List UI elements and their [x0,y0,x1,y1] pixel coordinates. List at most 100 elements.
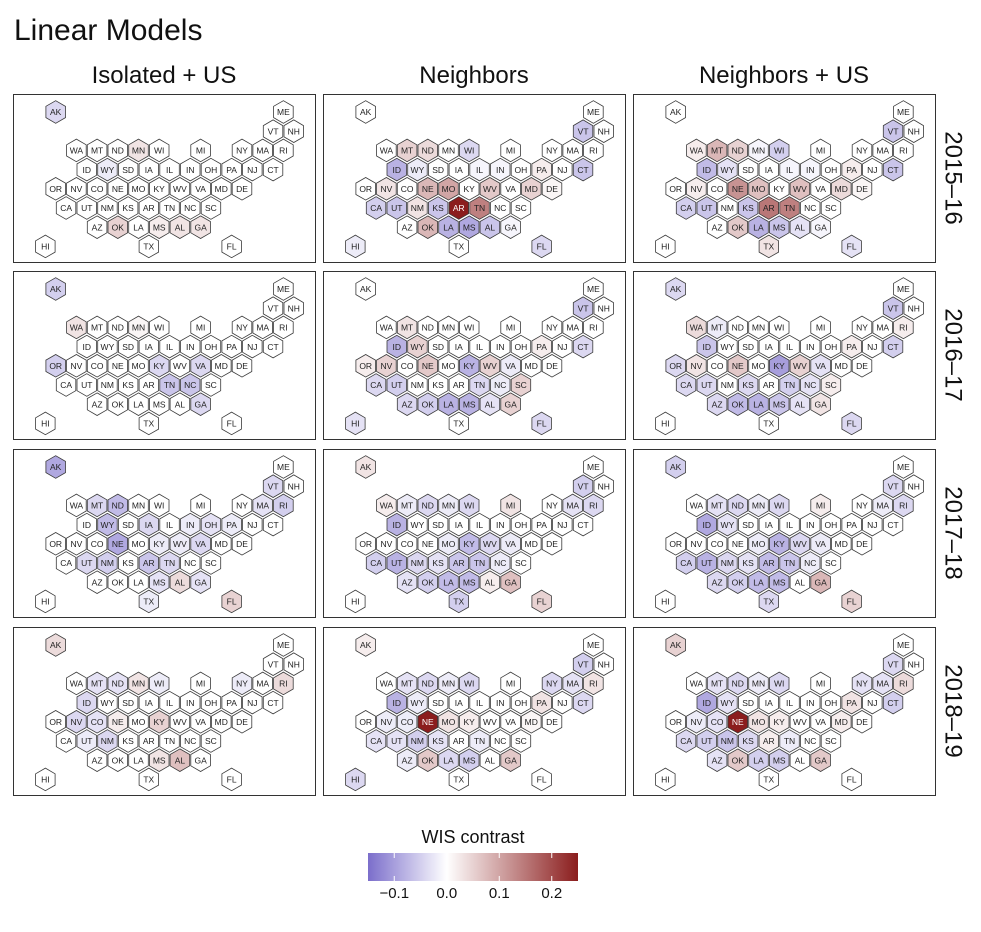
state-label: SC [515,736,527,746]
state-label: MI [816,679,825,689]
state-hex-wa [376,493,397,518]
state-label: MI [506,501,515,511]
state-label: NY [546,323,558,333]
state-label: MA [566,146,579,156]
state-hex-oh [200,334,222,359]
state-label: CA [370,736,382,746]
state-label: LA [753,399,764,409]
state-label: GA [194,222,207,232]
state-hex-nm [97,196,118,220]
state-label: WY [101,165,115,175]
state-hex-me [893,455,914,479]
state-hex-sc [820,729,842,753]
state-hex-mo [438,532,459,556]
state-label: DE [236,539,248,549]
state-label: AZ [402,399,413,409]
state-label: MO [132,361,146,371]
state-label: ME [897,640,910,650]
state-label: ND [422,323,434,333]
state-hex-la [748,570,769,594]
state-hex-or [45,710,66,734]
state-label: HI [661,419,670,429]
state-hex-tx [758,589,780,614]
state-hex-la [128,392,149,416]
state-hex-ut [696,551,717,575]
state-hex-la [128,748,149,772]
state-label: AL [795,577,806,587]
state-hex-fl [221,411,242,436]
state-label: ME [587,462,600,472]
state-label: LA [443,755,454,765]
state-label: WA [690,501,704,511]
state-hex-ks [738,373,759,397]
state-hex-ok [727,748,748,772]
state-label: CT [887,342,898,352]
state-label: CO [711,539,724,549]
state-hex-wa [686,315,707,340]
state-hex-mt [396,138,418,163]
state-hex-sd [428,157,449,182]
state-label: ND [112,146,124,156]
state-label: NJ [557,520,567,530]
state-label: MT [711,146,723,156]
state-label: MA [876,146,889,156]
state-label: HI [351,419,360,429]
state-hex-ga [190,392,211,416]
state-label: IL [786,698,793,708]
state-hex-nc [490,551,511,575]
state-label: FL [847,775,857,785]
state-hex-nm [407,373,428,397]
state-hex-nm [407,551,428,575]
state-hex-pa [531,690,552,715]
state-hex-ms [768,215,790,239]
state-label: ND [112,323,124,333]
state-hex-ky [148,532,170,556]
state-label: LA [443,577,454,587]
state-hex-mn [748,493,769,518]
state-hex-co [86,177,108,201]
state-label: DE [236,717,248,727]
state-hex-hi [35,234,56,259]
state-label: OK [422,222,435,232]
state-hex-nc [490,729,511,753]
state-hex-ks [118,196,139,220]
state-hex-wa [376,315,397,340]
state-hex-ri [273,315,294,340]
state-hex-wv [789,710,811,734]
state-label: AL [795,222,806,232]
state-hex-ri [893,138,914,163]
state-label: NE [422,184,434,194]
state-label: TX [453,775,464,785]
state-label: CO [91,539,104,549]
state-hex-hi [35,589,56,614]
state-label: MD [525,361,538,371]
state-hex-or [45,177,66,201]
state-hex-nd [107,138,128,163]
state-hex-la [748,748,769,772]
state-label: CT [887,165,898,175]
state-label: IL [166,342,173,352]
state-hex-mo [438,354,459,378]
state-label: MT [711,501,723,511]
state-label: TN [784,380,795,390]
state-label: CA [680,203,692,213]
state-label: SC [205,380,217,390]
state-label: SC [515,380,527,390]
state-label: SD [742,698,754,708]
state-hex-ar [448,551,470,575]
state-label: MT [401,501,413,511]
state-hex-md [211,532,232,556]
state-hex-vt [262,474,284,498]
state-hex-ks [738,729,759,753]
state-label: CT [267,520,278,530]
state-hex-hi [345,589,366,614]
state-hex-il [779,512,800,537]
state-hex-nh [903,474,924,498]
state-hex-wy [717,690,738,715]
state-label: UT [81,380,92,390]
state-hex-in [800,512,821,537]
state-hex-va [810,177,831,201]
state-hex-nm [97,551,118,575]
state-label: PA [846,165,857,175]
state-hex-co [706,532,728,556]
